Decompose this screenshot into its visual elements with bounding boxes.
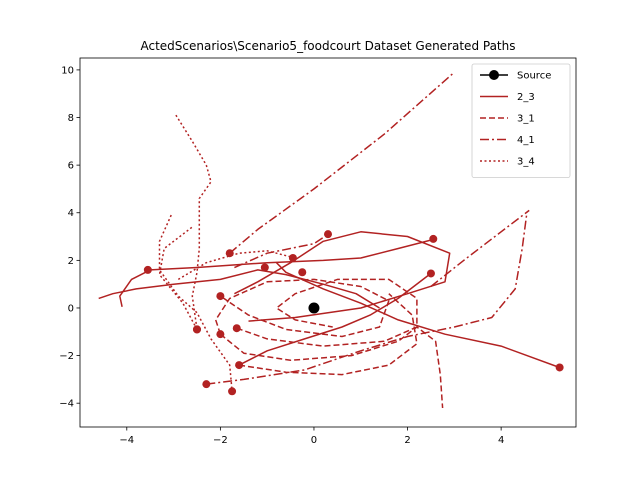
path-start-point: [429, 234, 438, 243]
path-line: [219, 326, 444, 409]
legend-label: 3_1: [517, 114, 535, 125]
path-start-point: [324, 230, 332, 239]
legend: Source 2_3 3_1 4_1 3_4: [471, 63, 571, 178]
legend-label: 4_1: [517, 135, 535, 146]
x-tick-label: 4: [498, 435, 504, 446]
path-line: [275, 262, 560, 369]
legend-label: 2_3: [517, 92, 535, 103]
legend-item: Source: [480, 70, 551, 82]
x-tick-label: −4: [119, 435, 134, 446]
legend-item: 3_4: [480, 157, 535, 168]
path-start-point: [288, 253, 297, 262]
y-tick-label: −4: [59, 399, 74, 410]
series-2-3: [98, 231, 564, 372]
path-start-point: [216, 330, 225, 339]
path-line: [214, 278, 390, 338]
path-start-point: [235, 361, 244, 370]
series-3-1: [214, 268, 444, 409]
series-4-1: [202, 71, 530, 389]
y-tick-label: −2: [59, 351, 74, 362]
x-tick-label: −2: [213, 435, 228, 446]
legend-item: 4_1: [480, 135, 535, 146]
path-start-point: [555, 363, 564, 372]
path-start-point: [228, 387, 237, 396]
path-line: [236, 278, 418, 347]
path-start-point: [298, 268, 307, 277]
path-start-point: [232, 324, 241, 333]
chart-title: ActedScenarios\Scenario5_foodcourt Datas…: [141, 39, 516, 53]
legend-item: 3_1: [480, 114, 535, 125]
path-line: [430, 209, 530, 288]
legend-label: Source: [517, 71, 551, 82]
y-tick-label: 6: [68, 161, 74, 172]
path-start-point: [192, 325, 201, 334]
x-tick-label: 0: [311, 435, 317, 446]
path-line: [206, 212, 528, 385]
path-start-point: [202, 380, 211, 389]
path-start-point: [426, 269, 435, 278]
x-tick-label: 2: [404, 435, 410, 446]
y-tick-label: 8: [68, 113, 74, 124]
path-line: [234, 231, 451, 322]
path-line: [158, 226, 198, 330]
legend-box: [471, 63, 571, 178]
series-3-4: [158, 114, 297, 396]
legend-label: 3_4: [517, 157, 535, 168]
path-line: [238, 272, 432, 366]
path-line: [229, 71, 455, 254]
path-line: [234, 233, 329, 269]
source-point: [308, 302, 320, 314]
path-line: [158, 214, 233, 392]
path-line: [177, 250, 296, 281]
path-line: [175, 114, 212, 330]
y-tick-label: 10: [61, 65, 74, 76]
path-line: [98, 269, 380, 309]
y-tick-label: 0: [68, 303, 74, 314]
legend-item: 2_3: [480, 92, 535, 103]
y-tick-label: 4: [68, 208, 74, 219]
path-start-point: [216, 292, 225, 301]
axes-frame: [79, 57, 577, 428]
path-start-point: [260, 263, 269, 272]
path-line: [119, 238, 436, 307]
y-tick-label: 2: [68, 256, 74, 267]
